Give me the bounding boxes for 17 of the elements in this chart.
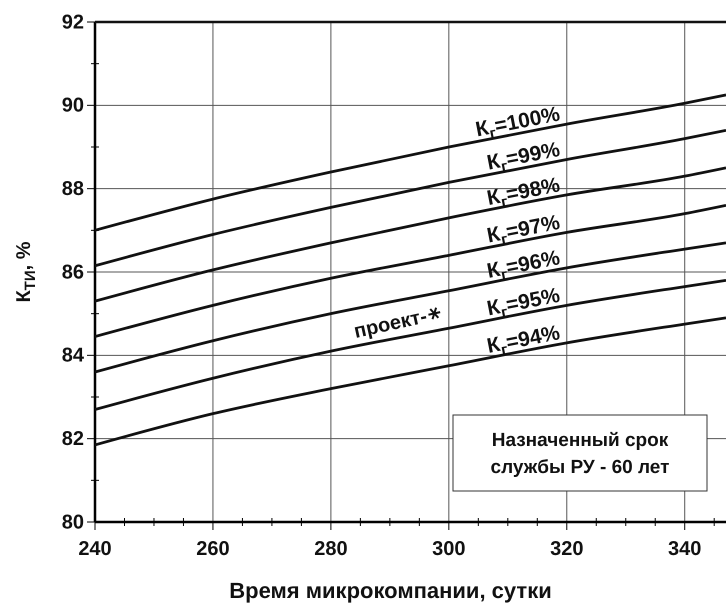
line-series: [94, 278, 726, 411]
x-tick-label: 240: [78, 538, 112, 560]
y-tick-label: 80: [62, 511, 84, 534]
y-tick-label: 82: [62, 428, 84, 450]
annotation: Назначенный срок службы РУ - 60 лет: [490, 430, 670, 478]
y-tick-label: 84: [62, 344, 85, 367]
y-tick-label: 88: [62, 178, 84, 200]
x-tick-label: 340: [668, 538, 702, 560]
x-tick-label: 320: [550, 538, 584, 560]
annotation: проект-: [352, 305, 430, 343]
y-tick-label: 90: [62, 94, 84, 117]
y-tick-label: 92: [62, 11, 84, 34]
x-tick-label: 260: [196, 538, 230, 560]
x-tick-label: 280: [314, 538, 348, 560]
x-tick-label: 300: [432, 538, 466, 560]
x-axis-title: Время микрокомпании, сутки: [229, 578, 552, 603]
y-tick-label: 86: [62, 261, 84, 284]
